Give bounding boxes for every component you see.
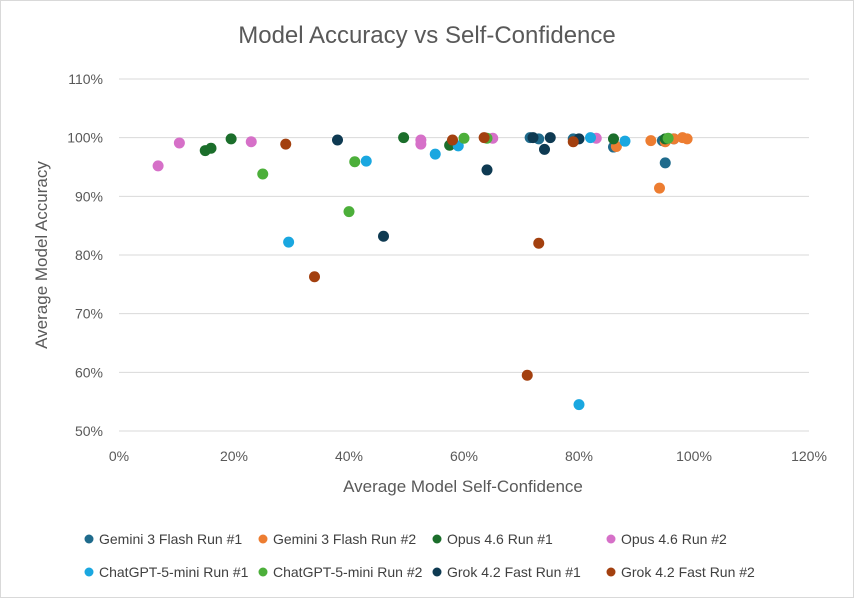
data-point	[544, 132, 556, 144]
legend-label: Opus 4.6 Run #2	[621, 531, 727, 547]
data-point	[173, 137, 185, 149]
data-point	[152, 160, 164, 172]
data-point	[245, 136, 257, 148]
legend-marker	[84, 534, 94, 544]
legend-marker	[258, 534, 268, 544]
y-tick-label: 110%	[68, 71, 103, 87]
legend-label: Gemini 3 Flash Run #1	[99, 531, 242, 547]
y-tick-label: 70%	[75, 306, 103, 322]
data-point	[349, 156, 361, 168]
data-point	[654, 182, 665, 194]
x-axis-ticks: 0% 20% 40% 60% 80% 100% 120%	[109, 448, 827, 464]
x-tick-label: 100%	[676, 448, 712, 464]
legend-marker	[606, 534, 616, 544]
y-tick-label: 80%	[75, 247, 103, 263]
data-point	[619, 135, 631, 147]
data-point	[332, 134, 343, 146]
data-point	[608, 133, 619, 145]
legend-marker	[606, 567, 616, 577]
gridlines	[119, 78, 809, 432]
legend-label: Opus 4.6 Run #1	[447, 531, 553, 547]
y-tick-label: 50%	[75, 423, 103, 439]
y-tick-label: 60%	[75, 364, 103, 380]
x-tick-label: 60%	[450, 448, 478, 464]
data-point	[378, 230, 389, 242]
data-point	[585, 132, 596, 144]
data-point	[681, 133, 693, 145]
y-axis-title: Average Model Accuracy	[32, 161, 51, 349]
data-point	[539, 143, 550, 155]
data-point	[659, 157, 671, 169]
y-axis-ticks: 50% 60% 70% 80% 90% 100% 110%	[67, 71, 103, 439]
legend-label: Grok 4.2 Fast Run #2	[621, 564, 755, 580]
x-tick-label: 20%	[220, 448, 248, 464]
data-point	[280, 138, 292, 150]
legend: Gemini 3 Flash Run #1 Gemini 3 Flash Run …	[84, 531, 755, 580]
data-point	[343, 206, 355, 218]
y-tick-label: 100%	[67, 130, 103, 146]
legend-label: ChatGPT-5-mini Run #1	[99, 564, 249, 580]
data-point	[645, 135, 657, 147]
data-point	[567, 136, 579, 148]
legend-marker	[432, 534, 442, 544]
legend-marker	[84, 567, 94, 577]
data-point	[283, 236, 295, 248]
legend-label: ChatGPT-5-mini Run #2	[273, 564, 423, 580]
chart-title: Model Accuracy vs Self-Confidence	[238, 22, 616, 49]
data-point	[458, 132, 470, 144]
legend-marker	[432, 567, 442, 577]
data-point	[429, 148, 441, 160]
data-point	[573, 399, 585, 411]
x-axis-title: Average Model Self-Confidence	[343, 477, 583, 496]
data-point	[205, 142, 217, 154]
data-points	[152, 132, 693, 411]
data-point	[447, 134, 458, 146]
data-point	[533, 237, 545, 249]
x-tick-label: 80%	[565, 448, 593, 464]
data-point	[415, 138, 427, 150]
x-tick-label: 120%	[791, 448, 827, 464]
data-point	[478, 132, 490, 144]
data-point	[225, 133, 237, 145]
legend-label: Grok 4.2 Fast Run #1	[447, 564, 581, 580]
data-point	[521, 369, 533, 381]
legend-marker	[258, 567, 268, 577]
x-tick-label: 40%	[335, 448, 363, 464]
data-point	[662, 132, 674, 144]
y-tick-label: 90%	[75, 188, 103, 204]
data-point	[527, 132, 539, 144]
data-point	[257, 168, 269, 180]
x-tick-label: 0%	[109, 448, 129, 464]
data-point	[309, 271, 320, 283]
data-point	[398, 132, 410, 144]
data-point	[360, 155, 372, 167]
legend-label: Gemini 3 Flash Run #2	[273, 531, 416, 547]
data-point	[481, 164, 493, 176]
